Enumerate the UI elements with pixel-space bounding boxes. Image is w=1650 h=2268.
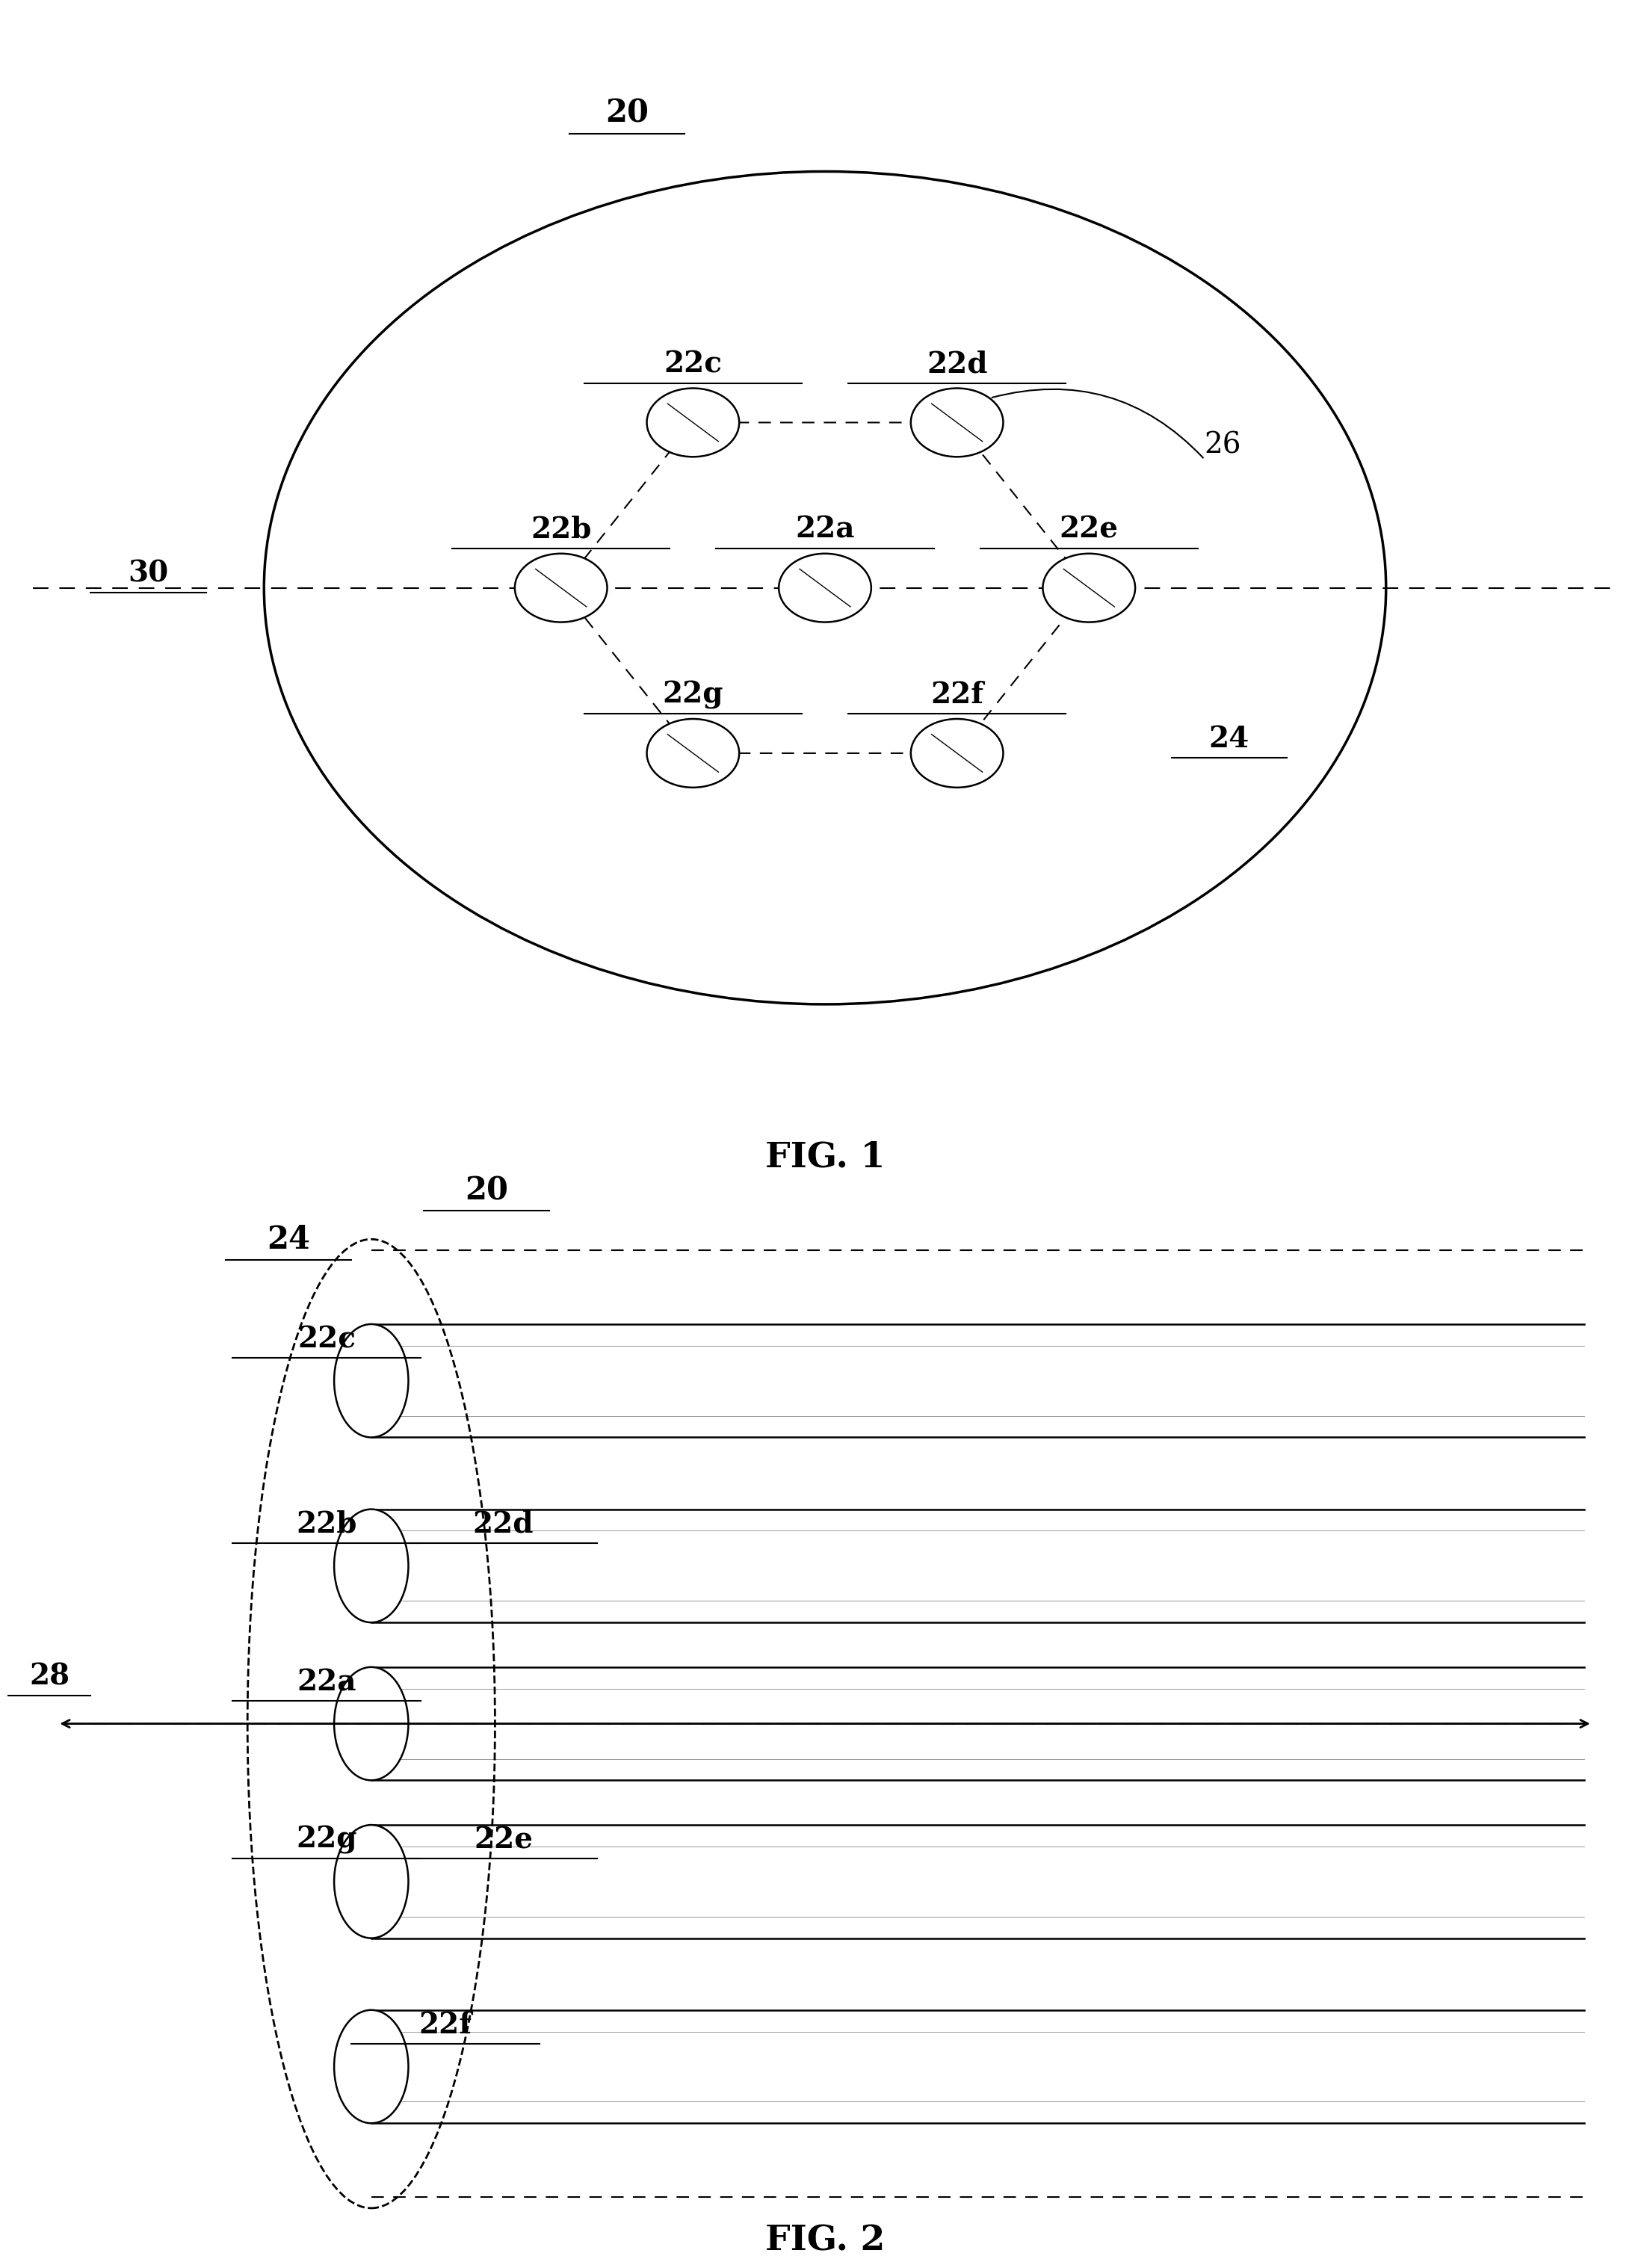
Ellipse shape [333,1826,409,1939]
Text: 22b: 22b [531,515,591,544]
Ellipse shape [333,1325,409,1438]
Text: 22c: 22c [663,349,723,379]
Text: 22a: 22a [795,515,855,544]
Text: 22g: 22g [663,680,723,710]
Circle shape [647,388,739,456]
Text: 22f: 22f [419,2012,472,2039]
Circle shape [647,719,739,787]
Text: 26: 26 [1204,431,1241,458]
Text: 22d: 22d [474,1510,533,1538]
Text: 22d: 22d [927,349,987,379]
Text: 20: 20 [606,98,648,129]
Text: 30: 30 [129,560,168,587]
Circle shape [515,553,607,621]
Ellipse shape [333,2009,409,2123]
Text: 22b: 22b [297,1510,356,1538]
Text: 24: 24 [1209,726,1249,753]
Circle shape [1043,553,1135,621]
Circle shape [911,719,1003,787]
Text: 22e: 22e [474,1826,533,1855]
Text: 20: 20 [465,1175,508,1207]
Ellipse shape [333,1508,409,1622]
Text: 22c: 22c [297,1325,356,1354]
Circle shape [779,553,871,621]
Text: 22e: 22e [1059,515,1119,544]
Text: 22g: 22g [297,1826,356,1855]
Text: 24: 24 [267,1225,310,1256]
Text: 28: 28 [30,1662,69,1692]
Ellipse shape [333,1667,409,1780]
Text: FIG. 1: FIG. 1 [766,1141,884,1175]
Circle shape [911,388,1003,456]
Text: FIG. 2: FIG. 2 [766,2223,884,2259]
Text: 22a: 22a [297,1667,356,1696]
Text: 22f: 22f [931,680,983,710]
